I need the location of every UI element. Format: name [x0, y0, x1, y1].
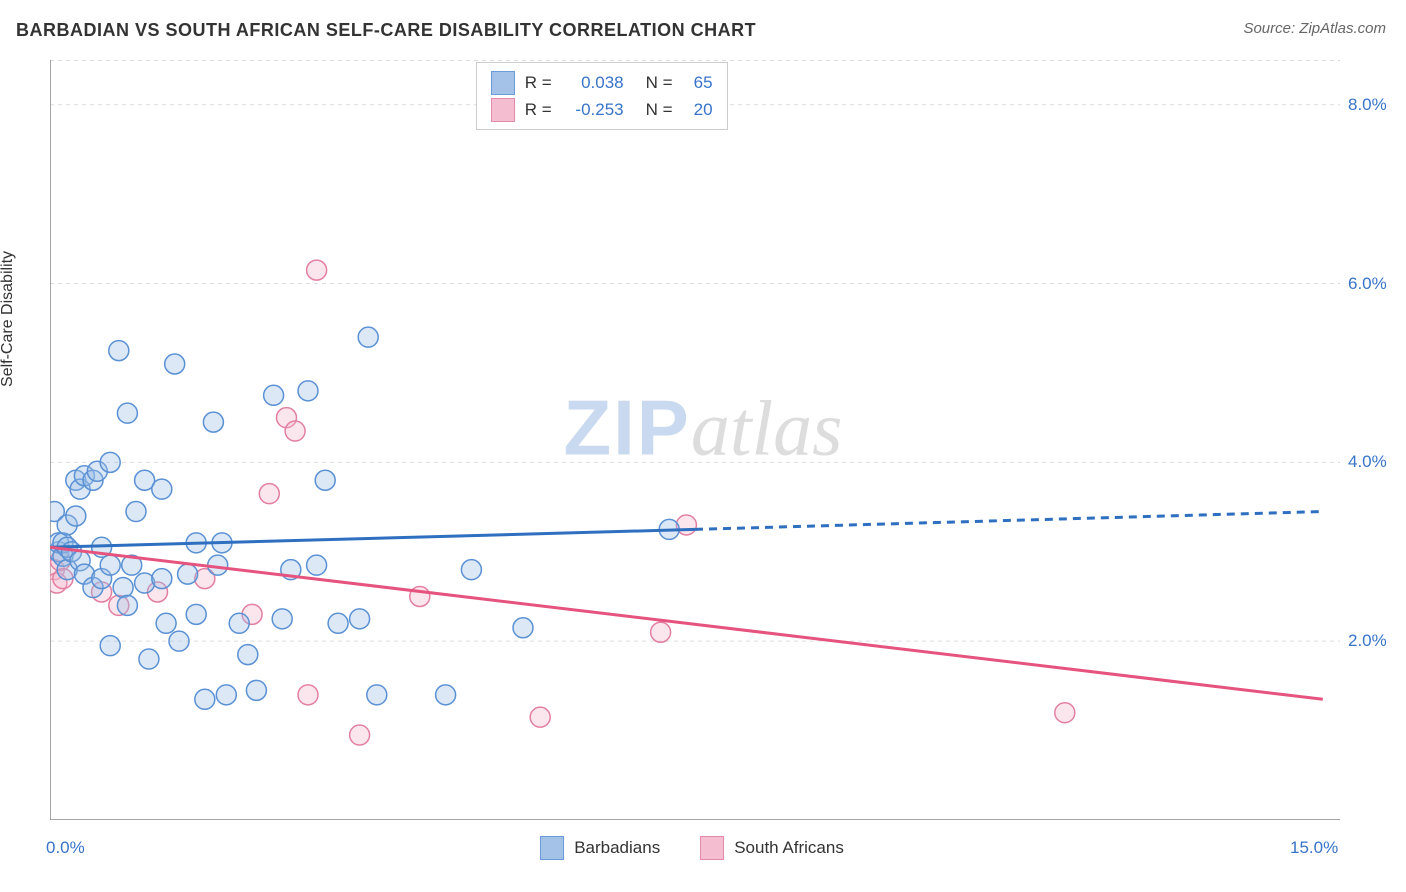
source-attribution: Source: ZipAtlas.com: [1243, 20, 1386, 37]
legend-swatch: [491, 71, 515, 95]
axis-tick-label: 15.0%: [1290, 838, 1338, 858]
stats-legend-row: R = -0.253 N = 20: [491, 96, 713, 123]
chart-container: { "title": "BARBADIAN VS SOUTH AFRICAN S…: [0, 0, 1406, 892]
axis-tick-label: 6.0%: [1348, 274, 1387, 294]
legend-label: South Africans: [734, 838, 844, 858]
stat-r-label: R =: [525, 69, 552, 96]
legend-swatch: [491, 98, 515, 122]
stat-n-value: 20: [683, 96, 713, 123]
stat-r-value: -0.253: [562, 96, 624, 123]
scatter-plot: [50, 60, 1340, 820]
chart-title: BARBADIAN VS SOUTH AFRICAN SELF-CARE DIS…: [16, 20, 756, 41]
stat-n-label: N =: [646, 96, 673, 123]
legend-swatch: [540, 836, 564, 860]
y-axis-label: Self-Care Disability: [0, 251, 17, 387]
stats-legend: R = 0.038 N = 65 R = -0.253 N = 20: [476, 62, 728, 130]
axis-tick-label: 4.0%: [1348, 452, 1387, 472]
legend-item: Barbadians: [540, 836, 660, 860]
stat-n-value: 65: [683, 69, 713, 96]
legend-item: South Africans: [700, 836, 844, 860]
stats-legend-row: R = 0.038 N = 65: [491, 69, 713, 96]
legend-swatch: [700, 836, 724, 860]
axis-tick-label: 0.0%: [46, 838, 85, 858]
stat-r-value: 0.038: [562, 69, 624, 96]
axis-tick-label: 8.0%: [1348, 95, 1387, 115]
series-legend: Barbadians South Africans: [540, 836, 844, 860]
stat-n-label: N =: [646, 69, 673, 96]
legend-label: Barbadians: [574, 838, 660, 858]
stat-r-label: R =: [525, 96, 552, 123]
axis-tick-label: 2.0%: [1348, 631, 1387, 651]
